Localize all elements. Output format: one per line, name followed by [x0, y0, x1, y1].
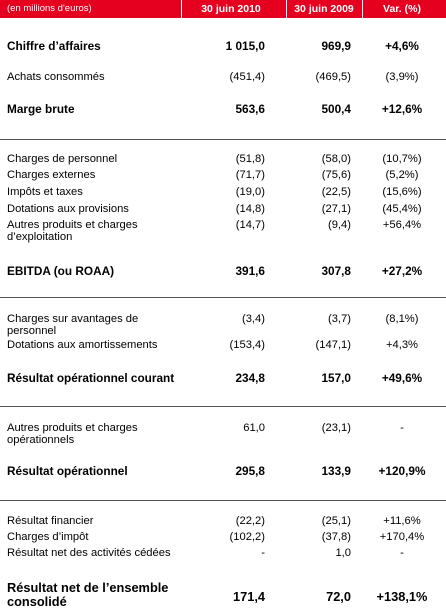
- row-label: Autres produits et charges d’exploitatio…: [7, 219, 138, 243]
- value-2009: (25,1): [321, 515, 351, 527]
- value-2009: (3,7): [327, 313, 351, 325]
- row-label: Charges sur avantages de personnel: [7, 313, 138, 337]
- value-2010: 563,6: [235, 102, 265, 116]
- value-2010: 1 015,0: [225, 39, 265, 53]
- row-label-line: personnel: [7, 325, 57, 337]
- value-variation: -: [400, 422, 404, 434]
- row-label-line: Charges sur avantages de: [7, 313, 139, 325]
- value-2010: 295,8: [235, 464, 265, 478]
- value-2009: 969,9: [321, 39, 351, 53]
- row-label: Résultat net des activités cédées: [7, 547, 171, 559]
- row-label: Achats consommés: [7, 71, 105, 83]
- value-variation: (5,2%): [385, 169, 419, 181]
- value-2010: (153,4): [229, 339, 265, 351]
- row-label: Résultat financier: [7, 515, 94, 527]
- section-divider: [0, 297, 446, 298]
- value-2010: 234,8: [235, 371, 265, 385]
- row-label-line: d’exploitation: [7, 231, 73, 243]
- row-label: Impôts et taxes: [7, 186, 83, 198]
- value-2010: (71,7): [235, 169, 265, 181]
- column-header-2009: 30 juin 2009: [294, 3, 354, 15]
- value-2010: (51,8): [235, 153, 265, 165]
- value-variation: (45,4%): [382, 203, 422, 215]
- unit-label: (en millions d'euros): [7, 3, 92, 14]
- header-divider: [181, 0, 182, 18]
- value-variation: (15,6%): [382, 186, 422, 198]
- value-2009: (9,4): [327, 219, 351, 231]
- header-divider: [362, 0, 363, 18]
- row-label-line: Autres produits et charges: [7, 219, 138, 231]
- header-divider: [286, 0, 287, 18]
- value-variation: +11,6%: [383, 515, 421, 527]
- column-header-variation: Var. (%): [383, 3, 421, 15]
- value-variation: +138,1%: [376, 589, 428, 604]
- section-divider: [0, 406, 446, 407]
- value-2009: (22,5): [321, 186, 351, 198]
- value-variation: (3,9%): [385, 71, 419, 83]
- row-label: Marge brute: [7, 102, 75, 116]
- value-2010: (22,2): [235, 515, 265, 527]
- row-label-line: Autres produits et charges: [7, 422, 138, 434]
- row-label-line: Résultat net de l’ensemble: [7, 580, 169, 595]
- value-2010: 391,6: [235, 264, 265, 278]
- table-header: (en millions d'euros) 30 juin 2010 30 ju…: [0, 0, 446, 18]
- value-2010: 171,4: [232, 589, 265, 604]
- value-2009: 133,9: [321, 464, 351, 478]
- value-variation: +27,2%: [381, 264, 423, 278]
- value-2009: (23,1): [321, 422, 351, 434]
- value-2010: 61,0: [243, 422, 265, 434]
- value-2010: (19,0): [235, 186, 265, 198]
- row-label: Chiffre d’affaires: [7, 39, 101, 53]
- value-variation: +12,6%: [381, 102, 423, 116]
- value-2009: (147,1): [315, 339, 351, 351]
- value-2009: (37,8): [321, 531, 351, 543]
- value-2010: (14,8): [235, 203, 265, 215]
- row-label: Résultat net de l’ensemble consolidé: [7, 581, 168, 609]
- value-2010: (14,7): [235, 219, 265, 231]
- value-2009: (58,0): [321, 153, 351, 165]
- value-variation: +56,4%: [382, 219, 422, 231]
- row-label-line: consolidé: [7, 594, 67, 609]
- row-label: Autres produits et charges opérationnels: [7, 422, 138, 446]
- value-2009: 500,4: [321, 102, 351, 116]
- value-variation: -: [400, 547, 404, 559]
- value-2009: 307,8: [321, 264, 351, 278]
- value-2009: 72,0: [326, 589, 351, 604]
- value-variation: +120,9%: [378, 464, 426, 478]
- value-variation: +4,6%: [385, 39, 419, 53]
- value-2009: (469,5): [315, 71, 351, 83]
- section-divider: [0, 500, 446, 501]
- row-label: Dotations aux amortissements: [7, 339, 158, 351]
- section-divider: [0, 139, 446, 140]
- row-label-line: opérationnels: [7, 434, 75, 446]
- row-label: EBITDA (ou ROAA): [7, 264, 115, 278]
- row-label: Dotations aux provisions: [7, 203, 129, 215]
- value-variation: (8,1%): [385, 313, 419, 325]
- value-2009: 1,0: [335, 547, 351, 559]
- value-2010: (102,2): [229, 531, 265, 543]
- value-2010: (451,4): [229, 71, 265, 83]
- row-label: Charges d’impôt: [7, 531, 89, 543]
- value-variation: +49,6%: [381, 371, 423, 385]
- row-label: Résultat opérationnel courant: [7, 371, 175, 385]
- column-header-2010: 30 juin 2010: [201, 3, 261, 15]
- row-label: Charges externes: [7, 169, 96, 181]
- value-2009: (27,1): [321, 203, 351, 215]
- value-variation: +170,4%: [379, 531, 425, 543]
- value-2009: (75,6): [321, 169, 351, 181]
- value-2010: (3,4): [241, 313, 265, 325]
- row-label: Charges de personnel: [7, 153, 118, 165]
- value-variation: (10,7%): [382, 153, 422, 165]
- value-variation: +4,3%: [385, 339, 419, 351]
- value-2010: -: [261, 547, 265, 559]
- row-label: Résultat opérationnel: [7, 464, 128, 478]
- value-2009: 157,0: [321, 371, 351, 385]
